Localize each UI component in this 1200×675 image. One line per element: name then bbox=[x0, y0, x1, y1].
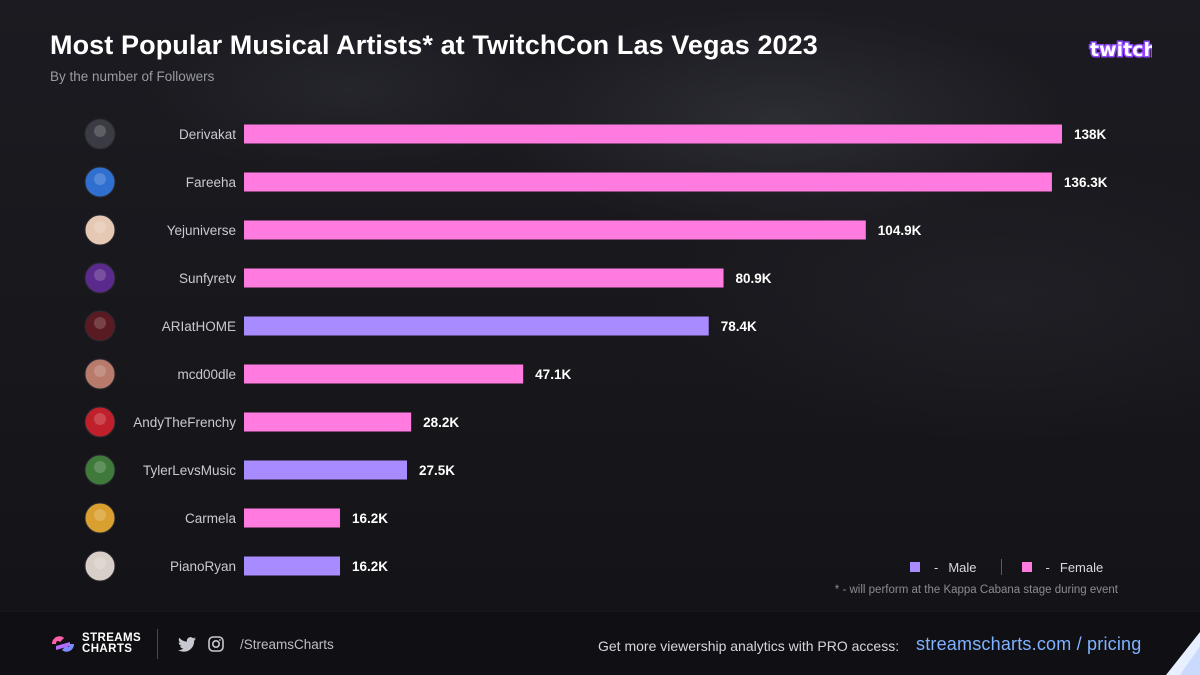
avatar-face-carmela bbox=[94, 509, 106, 521]
value-label-ariathome: 78.4K bbox=[721, 319, 757, 334]
footer-divider bbox=[157, 629, 158, 659]
avatar-face-yejuniverse bbox=[94, 221, 106, 233]
social-handle[interactable]: /StreamsCharts bbox=[240, 636, 334, 652]
category-label-fareeha: Fareeha bbox=[186, 175, 237, 190]
avatar-yejuniverse bbox=[84, 214, 116, 246]
bar-ariathome bbox=[244, 316, 709, 336]
avatar-face-tylerlevsmusic bbox=[94, 461, 106, 473]
corner-decoration bbox=[1166, 632, 1200, 675]
value-label-pianoryan: 16.2K bbox=[352, 559, 388, 574]
avatar-face-mcd00dle bbox=[94, 365, 106, 377]
bar-carmela bbox=[244, 508, 341, 528]
category-label-ariathome: ARIatHOME bbox=[162, 319, 236, 334]
twitch-logo-text: twitch bbox=[1090, 39, 1152, 61]
avatar-face-derivakat bbox=[94, 125, 106, 137]
footer: STREAMS CHARTS /StreamsCharts Get more v… bbox=[0, 612, 1200, 675]
avatar-mcd00dle bbox=[84, 358, 116, 390]
avatar-ariathome bbox=[84, 310, 116, 342]
legend-male-label: Male bbox=[948, 559, 977, 575]
avatar-face-andythefrenchy bbox=[94, 413, 106, 425]
avatar-derivakat bbox=[84, 118, 116, 150]
value-label-derivakat: 138K bbox=[1074, 127, 1107, 142]
chart-subtitle: By the number of Followers bbox=[50, 69, 215, 84]
bar-sunfyretv bbox=[244, 268, 724, 288]
bar-tylerlevsmusic bbox=[244, 460, 408, 480]
avatar-face-fareeha bbox=[94, 173, 106, 185]
legend-male-swatch bbox=[910, 562, 920, 572]
value-label-yejuniverse: 104.9K bbox=[878, 223, 922, 238]
category-label-derivakat: Derivakat bbox=[179, 127, 236, 142]
avatar-tylerlevsmusic bbox=[84, 454, 116, 486]
bar-pianoryan bbox=[244, 556, 341, 576]
streamscharts-logo[interactable]: STREAMS CHARTS bbox=[50, 632, 141, 656]
legend-dash: - bbox=[1045, 559, 1050, 575]
social-links: /StreamsCharts bbox=[178, 636, 334, 652]
background bbox=[0, 0, 1200, 610]
value-label-andythefrenchy: 28.2K bbox=[423, 415, 459, 430]
category-label-sunfyretv: Sunfyretv bbox=[179, 271, 236, 286]
category-label-mcd00dle: mcd00dle bbox=[177, 367, 236, 382]
value-label-fareeha: 136.3K bbox=[1064, 175, 1108, 190]
streamscharts-logo-text: STREAMS CHARTS bbox=[82, 632, 142, 655]
bar-derivakat bbox=[244, 124, 1062, 144]
category-label-pianoryan: PianoRyan bbox=[170, 559, 236, 574]
logo-line-2: CHARTS bbox=[82, 643, 133, 655]
bar-yejuniverse bbox=[244, 220, 866, 240]
value-label-tylerlevsmusic: 27.5K bbox=[419, 463, 455, 478]
pricing-link[interactable]: streamscharts.com / pricing bbox=[916, 634, 1142, 654]
streamscharts-logo-icon bbox=[52, 636, 74, 652]
avatar-andythefrenchy bbox=[84, 406, 116, 438]
avatar-sunfyretv bbox=[84, 262, 116, 294]
avatar-fareeha bbox=[84, 166, 116, 198]
category-label-andythefrenchy: AndyTheFrenchy bbox=[133, 415, 236, 430]
footnote: * - will perform at the Kappa Cabana sta… bbox=[834, 584, 1118, 596]
avatar-carmela bbox=[84, 502, 116, 534]
bar-mcd00dle bbox=[244, 364, 524, 384]
avatar-face-ariathome bbox=[94, 317, 106, 329]
value-label-carmela: 16.2K bbox=[352, 511, 388, 526]
bar-chart: Derivakat 138K Fareeha 136.3K Yejuniverse 104… bbox=[84, 118, 1108, 582]
twitter-icon[interactable] bbox=[178, 636, 196, 652]
legend-dash: - bbox=[934, 559, 939, 575]
bar-andythefrenchy bbox=[244, 412, 412, 432]
logo-line-1: STREAMS bbox=[82, 632, 142, 644]
instagram-icon[interactable] bbox=[208, 636, 224, 652]
promo-text: Get more viewership analytics with PRO a… bbox=[598, 638, 900, 654]
bar-fareeha bbox=[244, 172, 1052, 192]
avatar-face-pianoryan bbox=[94, 557, 106, 569]
category-label-tylerlevsmusic: TylerLevsMusic bbox=[143, 463, 236, 478]
avatar-face-sunfyretv bbox=[94, 269, 106, 281]
chart-title: Most Popular Musical Artists* at TwitchC… bbox=[50, 30, 818, 60]
legend-female-label: Female bbox=[1059, 559, 1104, 575]
category-label-yejuniverse: Yejuniverse bbox=[167, 223, 236, 238]
avatar-pianoryan bbox=[84, 550, 116, 582]
legend-divider bbox=[1000, 559, 1002, 575]
value-label-sunfyretv: 80.9K bbox=[736, 271, 772, 286]
legend-female-swatch bbox=[1021, 562, 1032, 572]
category-label-carmela: Carmela bbox=[185, 511, 237, 526]
value-label-mcd00dle: 47.1K bbox=[535, 367, 571, 382]
legend: - Male - Female bbox=[910, 559, 1103, 575]
twitch-logo: twitch bbox=[1089, 38, 1153, 63]
